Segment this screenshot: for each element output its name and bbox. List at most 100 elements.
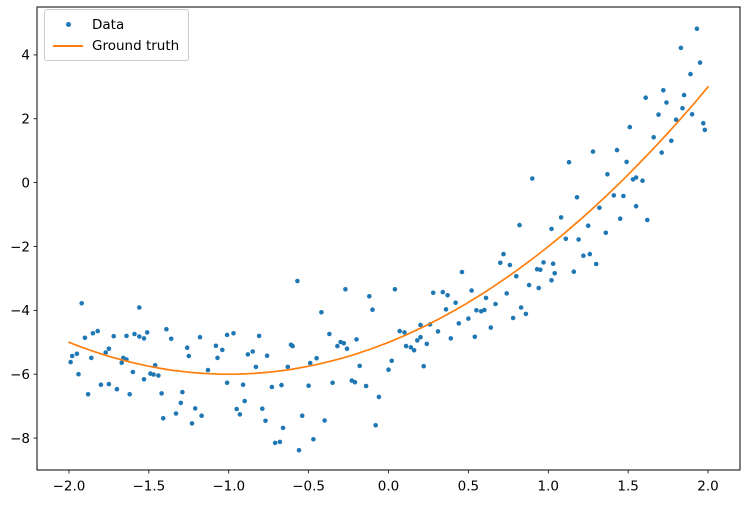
scatter-point bbox=[352, 379, 358, 385]
scatter-point bbox=[397, 328, 403, 334]
scatter-point bbox=[253, 364, 259, 370]
scatter-point bbox=[68, 359, 73, 365]
scatter-point bbox=[215, 355, 220, 361]
scatter-point bbox=[186, 353, 192, 359]
scatter-point bbox=[156, 373, 161, 378]
scatter-point bbox=[151, 372, 156, 377]
legend-label-ground-truth: Ground truth bbox=[92, 37, 180, 54]
y-tick-label: −6 bbox=[10, 367, 30, 383]
scatter-point bbox=[456, 321, 462, 326]
scatter-point bbox=[389, 358, 395, 364]
scatter-point bbox=[474, 308, 479, 313]
legend: Data Ground truth bbox=[44, 9, 189, 61]
scatter-point bbox=[493, 301, 498, 307]
scatter-point bbox=[159, 391, 164, 396]
legend-label-data: Data bbox=[92, 16, 125, 33]
scatter-point bbox=[124, 333, 129, 339]
scatter-point bbox=[180, 389, 185, 395]
x-tick-label: −2.0 bbox=[53, 479, 86, 495]
scatter-point bbox=[327, 331, 332, 337]
scatter-point bbox=[173, 411, 179, 416]
scatter-point bbox=[319, 310, 324, 315]
scatter-point bbox=[242, 398, 247, 404]
scatter-point bbox=[651, 135, 656, 140]
scatter-point bbox=[341, 340, 347, 346]
scatter-point bbox=[344, 346, 350, 352]
scatter-point bbox=[130, 369, 136, 375]
scatter-point bbox=[299, 413, 305, 419]
scatter-point bbox=[373, 423, 379, 428]
scatter-point bbox=[272, 440, 278, 446]
scatter-point bbox=[440, 289, 446, 295]
scatter-point bbox=[507, 262, 513, 268]
scatter-point bbox=[263, 418, 268, 424]
scatter-point bbox=[411, 348, 417, 353]
scatter-point bbox=[605, 172, 610, 177]
scatter-point bbox=[418, 322, 423, 328]
scatter-point bbox=[199, 413, 204, 419]
scatter-point bbox=[237, 412, 243, 417]
scatter-point bbox=[549, 278, 554, 283]
scatter-point bbox=[220, 347, 225, 353]
scatter-point bbox=[538, 267, 543, 273]
x-tick-label: 0.0 bbox=[378, 479, 399, 495]
scatter-point bbox=[280, 425, 286, 431]
scatter-point bbox=[392, 287, 398, 292]
scatter-point bbox=[435, 329, 441, 334]
scatter-point bbox=[498, 260, 503, 266]
scatter-point bbox=[669, 138, 674, 144]
scatter-point bbox=[415, 338, 420, 343]
scatter-point bbox=[689, 112, 695, 117]
scatter-point bbox=[89, 355, 94, 361]
scatter-point bbox=[322, 418, 327, 423]
x-tick-label: 1.0 bbox=[538, 479, 559, 495]
scatter-point bbox=[664, 100, 669, 105]
scatter-point bbox=[192, 406, 198, 411]
scatter-point bbox=[697, 60, 703, 65]
y-tick-label: −4 bbox=[10, 303, 30, 319]
scatter-point bbox=[402, 330, 407, 335]
scatter-point bbox=[611, 193, 617, 198]
scatter-point bbox=[701, 120, 706, 126]
scatter-point bbox=[370, 307, 375, 313]
y-tick-label: 0 bbox=[21, 175, 30, 191]
scatter-point bbox=[453, 300, 458, 306]
scatter-point bbox=[680, 105, 685, 111]
scatter-point bbox=[106, 381, 112, 387]
scatter-point bbox=[552, 271, 557, 276]
scatter-point bbox=[403, 343, 409, 349]
scatter-point bbox=[82, 335, 88, 341]
scatter-point bbox=[645, 217, 650, 223]
scatter-point bbox=[264, 353, 270, 359]
scatter-point bbox=[526, 282, 532, 288]
scatter-point bbox=[90, 331, 96, 336]
scatter-point bbox=[530, 176, 535, 181]
scatter-point bbox=[137, 334, 142, 339]
scatter-point bbox=[311, 437, 316, 442]
y-tick-label: 4 bbox=[21, 48, 30, 64]
scatter-point bbox=[295, 278, 300, 284]
scatter-point bbox=[127, 392, 132, 397]
scatter-point bbox=[189, 421, 195, 426]
scatter-point bbox=[558, 215, 564, 220]
scatter-point bbox=[335, 343, 340, 349]
legend-entry-data: Data bbox=[53, 14, 178, 35]
scatter-point bbox=[421, 363, 427, 369]
scatter-point bbox=[587, 251, 593, 257]
legend-marker-line-icon bbox=[53, 44, 83, 47]
scatter-point bbox=[256, 333, 262, 339]
legend-handle bbox=[53, 39, 83, 53]
scatter-point bbox=[231, 331, 236, 336]
x-tick-label: −1.0 bbox=[212, 479, 245, 495]
scatter-point bbox=[269, 384, 275, 390]
scatter-point bbox=[563, 236, 569, 242]
scatter-point bbox=[76, 371, 81, 377]
scatter-point bbox=[469, 288, 474, 293]
scatter-point bbox=[430, 290, 436, 296]
scatter-point bbox=[277, 439, 283, 445]
scatter-point bbox=[160, 416, 166, 421]
scatter-point bbox=[178, 400, 184, 406]
scatter-point bbox=[240, 382, 246, 388]
